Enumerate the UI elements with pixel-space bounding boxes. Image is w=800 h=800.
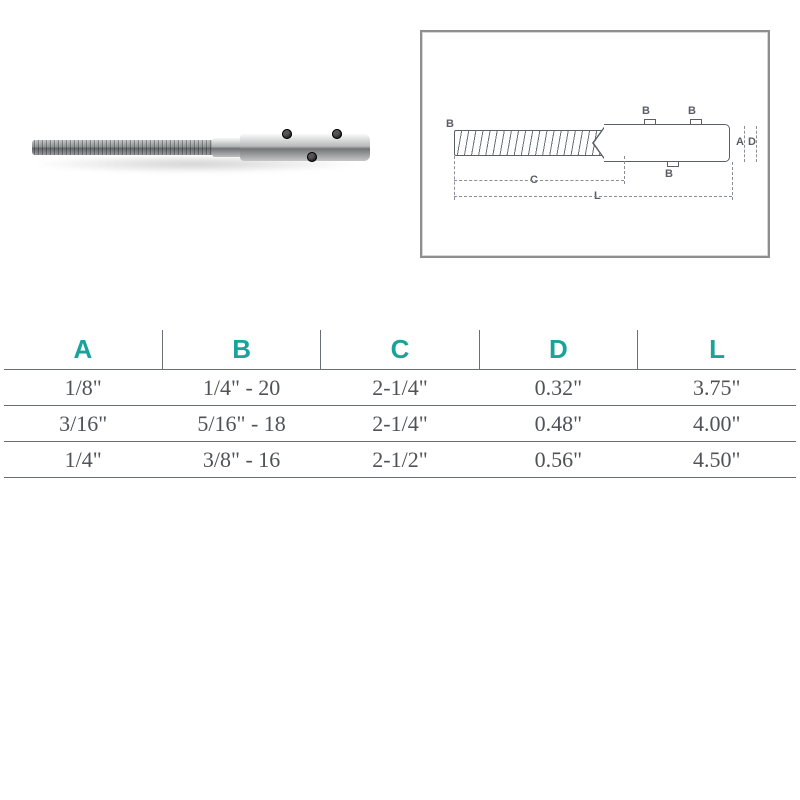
dim-line-C xyxy=(454,180,624,181)
photo-set-screw-icon xyxy=(282,129,292,139)
schematic-screw-icon xyxy=(667,161,679,167)
table-row: 3/16" 5/16" - 18 2-1/4" 0.48" 4.00" xyxy=(4,406,796,442)
cell: 4.50" xyxy=(638,442,796,478)
upper-region: B B B B A D C L xyxy=(0,0,800,290)
col-header-C: C xyxy=(321,330,479,370)
table-row: 1/4" 3/8" - 16 2-1/2" 0.56" 4.50" xyxy=(4,442,796,478)
product-photo xyxy=(32,130,392,166)
cell: 2-1/4" xyxy=(321,370,479,406)
photo-set-screw-icon xyxy=(332,129,342,139)
dim-label-B: B xyxy=(642,105,650,117)
dim-label-B: B xyxy=(665,168,673,180)
cell: 0.32" xyxy=(479,370,637,406)
col-header-D: D xyxy=(479,330,637,370)
cell: 3.75" xyxy=(638,370,796,406)
cell: 1/4" xyxy=(4,442,162,478)
cell: 0.48" xyxy=(479,406,637,442)
schematic-screw-icon xyxy=(690,119,702,125)
spec-table: A B C D L 1/8" 1/4" - 20 2-1/4" 0.32" 3.… xyxy=(4,330,796,478)
cell: 2-1/2" xyxy=(321,442,479,478)
dim-label-B: B xyxy=(446,118,454,130)
cell: 5/16" - 18 xyxy=(162,406,320,442)
schematic-drawing: B B B B A D C L xyxy=(444,112,748,192)
dim-line-A xyxy=(744,126,745,162)
dim-label-B: B xyxy=(688,105,696,117)
table-header-row: A B C D L xyxy=(4,330,796,370)
col-header-B: B xyxy=(162,330,320,370)
table-row: 1/8" 1/4" - 20 2-1/4" 0.32" 3.75" xyxy=(4,370,796,406)
photo-thread xyxy=(32,140,212,155)
col-header-L: L xyxy=(638,330,796,370)
photo-barrel xyxy=(240,134,370,161)
schematic-thread xyxy=(454,130,604,156)
cell: 3/16" xyxy=(4,406,162,442)
cell: 0.56" xyxy=(479,442,637,478)
dim-line-L xyxy=(454,196,732,197)
cell: 3/8" - 16 xyxy=(162,442,320,478)
dim-line-D xyxy=(756,126,757,162)
dim-guide xyxy=(732,162,733,200)
col-header-A: A xyxy=(4,330,162,370)
dim-label-D: D xyxy=(748,136,756,148)
dim-guide xyxy=(624,156,625,184)
photo-set-screw-icon xyxy=(307,152,317,162)
cell: 2-1/4" xyxy=(321,406,479,442)
cell: 1/8" xyxy=(4,370,162,406)
schematic-screw-icon xyxy=(644,119,656,125)
schematic-box: B B B B A D C L xyxy=(420,30,770,258)
cell: 4.00" xyxy=(638,406,796,442)
dim-label-A: A xyxy=(736,136,744,148)
dim-guide xyxy=(454,156,455,200)
cell: 1/4" - 20 xyxy=(162,370,320,406)
photo-neck xyxy=(212,138,242,157)
schematic-barrel xyxy=(604,124,730,162)
